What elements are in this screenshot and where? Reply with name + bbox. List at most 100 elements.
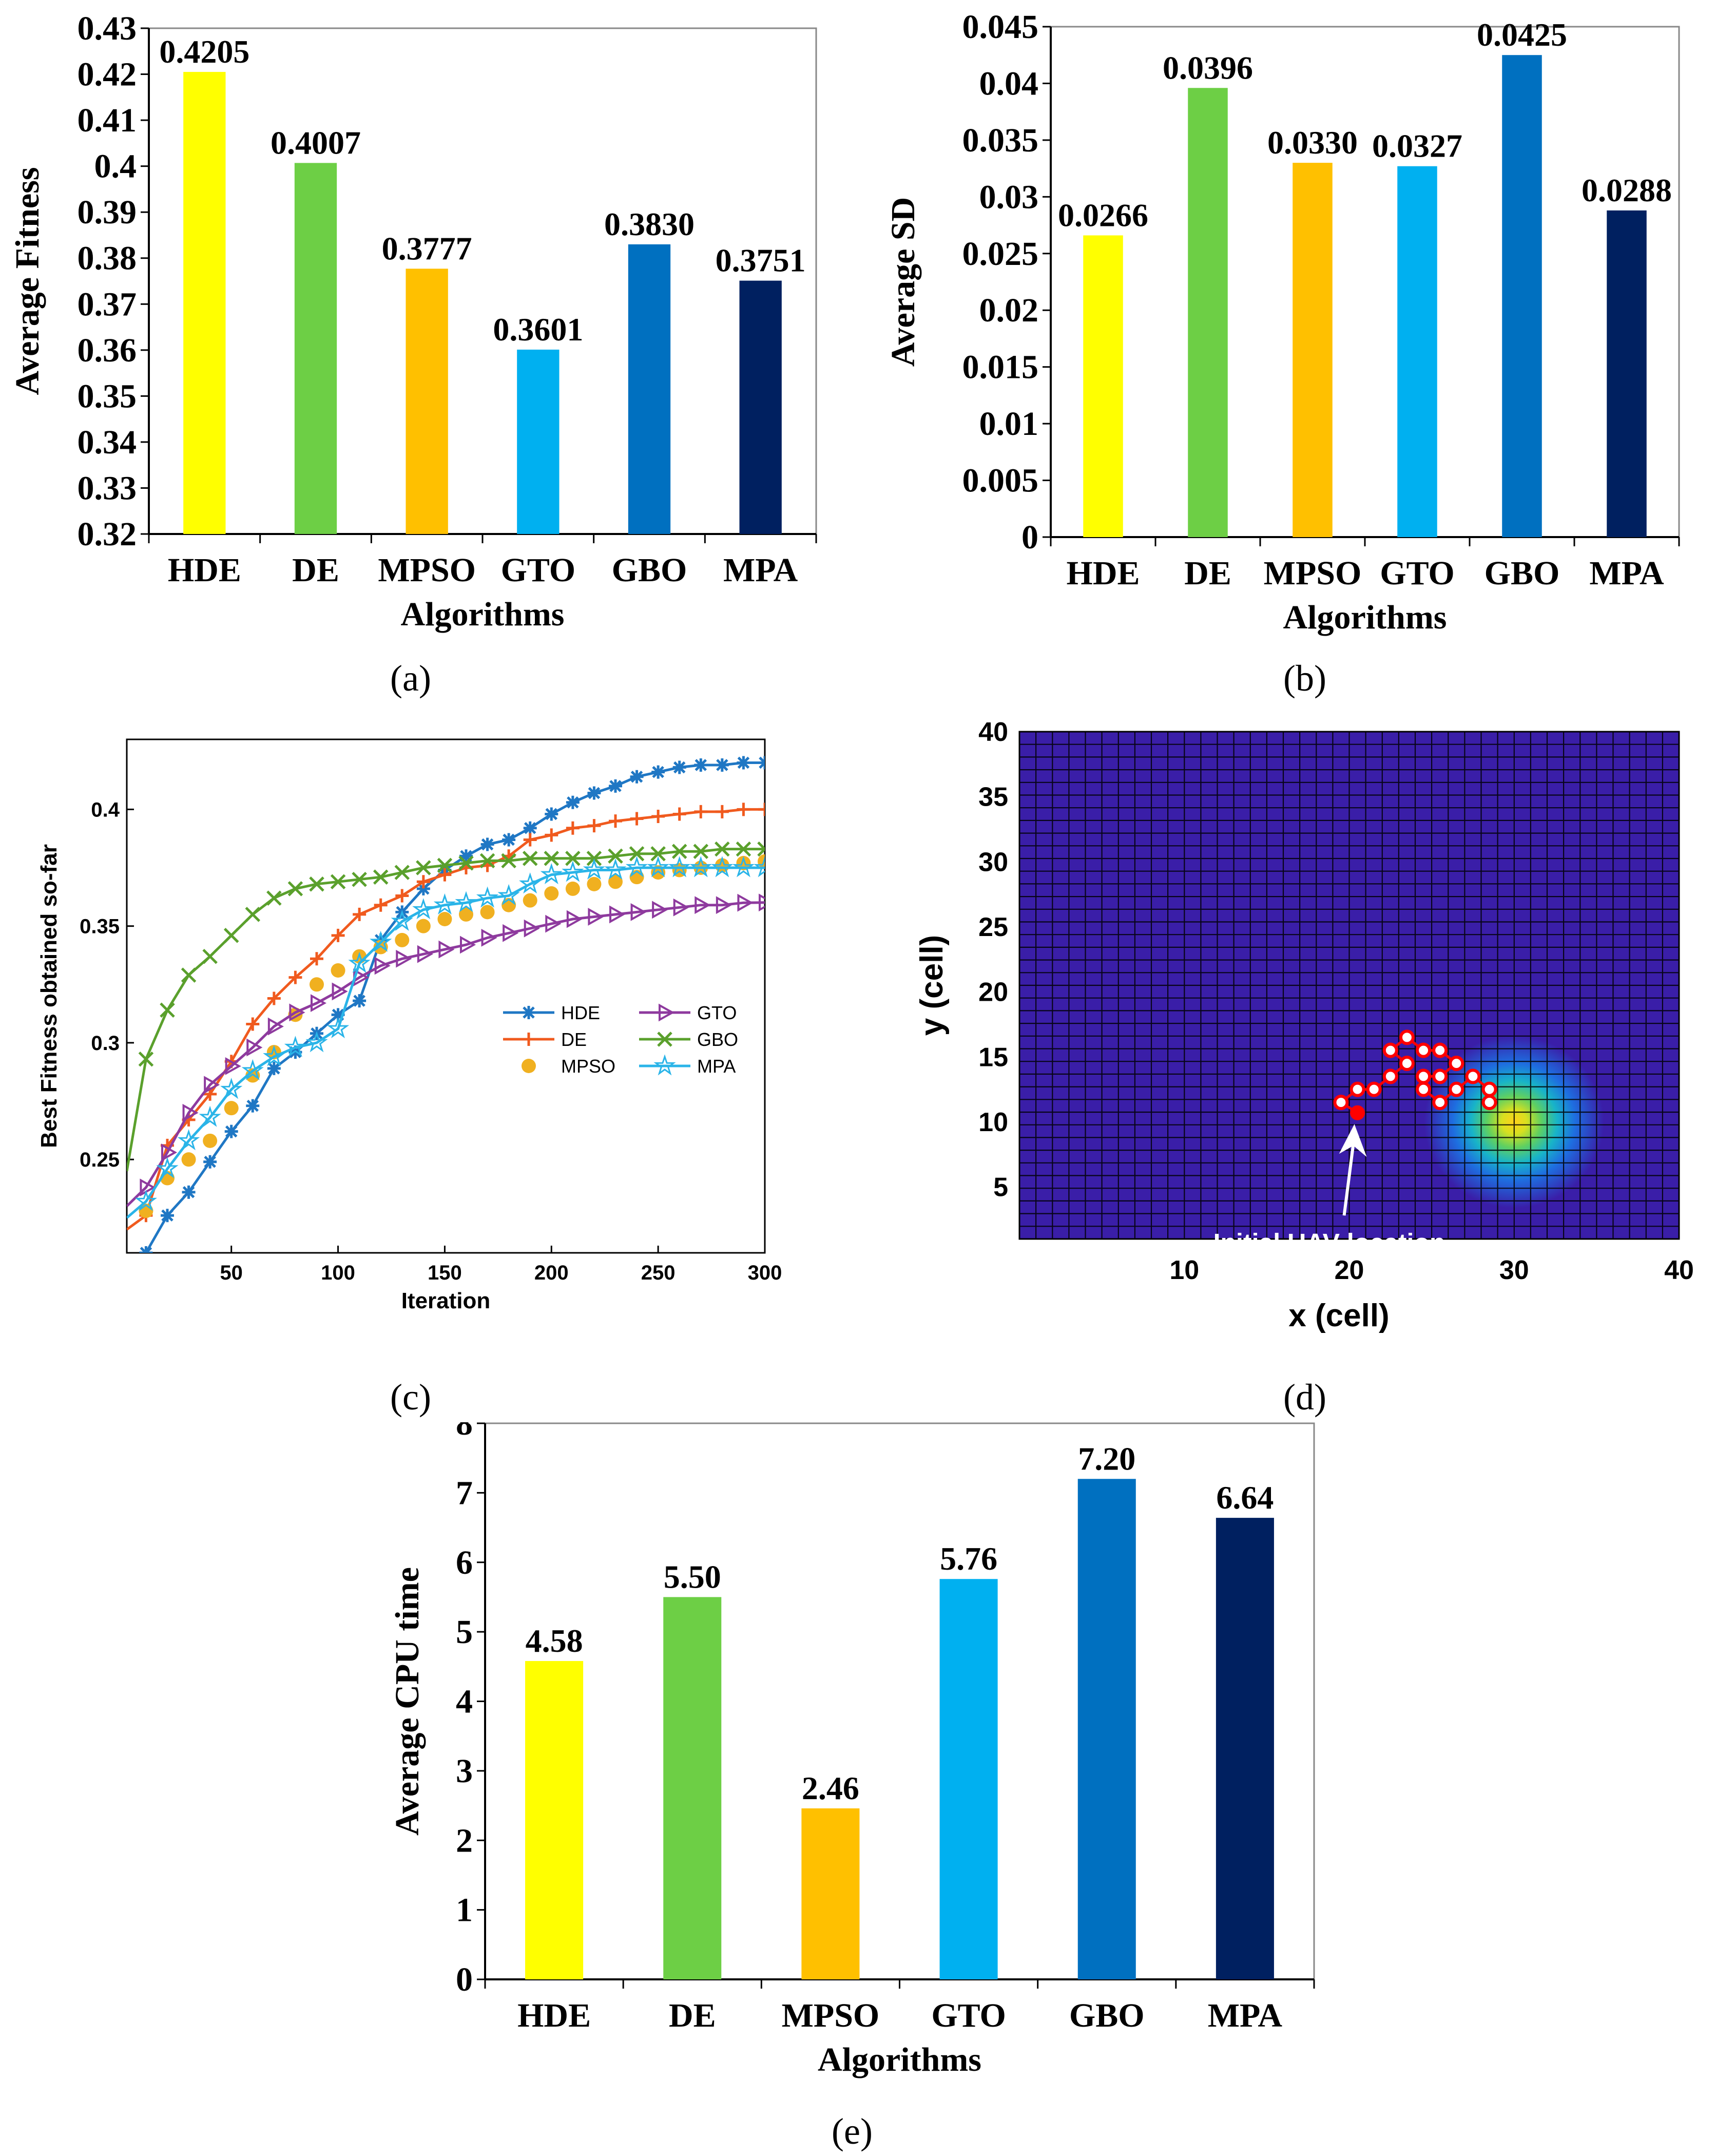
series-marker-gbo — [544, 851, 560, 866]
x-axis-title: Algorithms — [401, 596, 565, 633]
bar-value-label: 5.76 — [940, 1540, 997, 1577]
y-tick-label: 0.4 — [94, 148, 137, 185]
series-marker-mpa — [625, 856, 648, 877]
x-tick-label: 50 — [220, 1262, 243, 1284]
y-tick-label: 0.3 — [91, 1032, 120, 1055]
series-marker-hde — [331, 1008, 345, 1022]
y-tick-label: 0 — [1021, 519, 1038, 556]
x-tick-label: 40 — [1664, 1255, 1694, 1285]
series-marker-mpa — [177, 1129, 200, 1151]
average-sd-chart: 0 0.005 0.01 0.015 0.02 0.025 0.03 0.035 0.04 0.0… — [884, 8, 1680, 699]
series-marker-de — [651, 810, 665, 823]
y-tick-label: 3 — [456, 1752, 473, 1790]
uav-waypoint — [1349, 1081, 1365, 1097]
x-tick-label: MPA — [1208, 1997, 1283, 2034]
legend-marker-mpso — [522, 1059, 536, 1073]
legend-label-mpso: MPSO — [561, 1056, 615, 1077]
y-axis-title: Best Fitness obtained so-far — [36, 844, 62, 1148]
series-marker-gbo — [223, 928, 239, 943]
annotation-arrow-shaft — [1342, 1143, 1355, 1216]
x-tick-label: 200 — [534, 1262, 569, 1284]
series-marker-mpa — [220, 1078, 243, 1099]
series-marker-hde — [267, 1061, 281, 1075]
series-marker-mpso — [416, 919, 431, 933]
series-line-mpa — [127, 866, 765, 1219]
y-tick-label: 0.005 — [962, 462, 1039, 500]
bar-gbo — [1077, 1479, 1136, 1979]
legend-marker-gto — [659, 1003, 675, 1022]
x-tick-label: MPSO — [378, 551, 476, 589]
series-marker-mpa — [156, 1157, 179, 1178]
y-tick-label: 0.33 — [78, 469, 137, 507]
legend-label-hde: HDE — [561, 1002, 600, 1023]
panel-b: 0 0.005 0.01 0.015 0.02 0.025 0.03 0.035 0.04 0.0… — [858, 0, 1716, 699]
series-marker-de — [587, 819, 601, 833]
uav-waypoint — [1416, 1081, 1432, 1097]
bar-de — [663, 1597, 722, 1979]
series-marker-de — [438, 868, 452, 882]
series-marker-gto — [566, 910, 583, 928]
bar-value-label: 0.3830 — [604, 206, 695, 242]
bar-value-label: 0.0396 — [1163, 49, 1253, 86]
series-marker-gbo — [330, 874, 346, 890]
y-tick-label: 5 — [456, 1613, 473, 1651]
y-tick-label: 7 — [456, 1474, 473, 1512]
y-tick-label: 0.35 — [78, 377, 137, 415]
bar-gbo — [1502, 55, 1542, 537]
bar-hde — [525, 1661, 584, 1979]
x-tick-label: DE — [669, 1997, 716, 2034]
series-marker-gto — [609, 905, 626, 924]
series-marker-hde — [203, 1155, 217, 1169]
y-tick-label: 0.045 — [962, 8, 1039, 46]
y-tick-label: 4 — [456, 1683, 473, 1721]
series-marker-gbo — [757, 841, 765, 857]
series-marker-gbo — [181, 967, 197, 983]
figure-caption: (a) — [390, 658, 431, 698]
x-tick-label: HDE — [517, 1997, 591, 2034]
uav-waypoint — [1449, 1081, 1464, 1097]
series-marker-mpa — [519, 872, 542, 894]
series-marker-gto — [225, 1057, 241, 1075]
series-marker-hde — [288, 1045, 302, 1059]
series-marker-de — [694, 805, 708, 818]
uav-waypoint — [1432, 1042, 1448, 1058]
x-tick-label: 250 — [641, 1262, 676, 1284]
series-marker-gto — [588, 908, 604, 926]
series-marker-gbo — [565, 851, 581, 866]
y-tick-label: 0.39 — [78, 194, 137, 231]
series-marker-mpa — [455, 891, 477, 912]
series-marker-mpa — [668, 856, 691, 877]
y-tick-label: 0.025 — [962, 235, 1039, 273]
x-tick-label: HDE — [1066, 555, 1140, 592]
series-marker-gto — [161, 1143, 178, 1161]
x-tick-label: 100 — [321, 1262, 355, 1284]
y-tick-label: 15 — [978, 1042, 1008, 1072]
y-axis-title: Average Fitness — [9, 167, 46, 395]
legend-label-de: DE — [561, 1029, 587, 1050]
panel-d: 10 20 30 40 5 10 15 20 25 30 35 40 x (cell) y (cell) I… — [858, 698, 1716, 1422]
series-marker-gto — [759, 893, 765, 912]
series-marker-hde — [694, 758, 708, 772]
series-marker-de — [267, 991, 281, 1005]
legend: HDE GTO DE GBO MPSO MPA — [503, 1002, 738, 1077]
series-marker-mpa — [348, 951, 371, 973]
y-axis-title: Average CPU time — [389, 1567, 426, 1836]
series-marker-de — [374, 898, 388, 912]
series-marker-gto — [695, 896, 711, 914]
series-marker-gto — [289, 1003, 305, 1022]
bar-value-label: 0.3751 — [716, 242, 806, 279]
series-marker-mpso — [523, 893, 537, 908]
y-tick-label: 0.01 — [979, 405, 1039, 443]
series-marker-gbo — [650, 846, 666, 862]
plot-frame — [1018, 731, 1680, 1240]
series-marker-gto — [481, 928, 497, 947]
series-line-gto — [127, 901, 765, 1207]
x-tick-label: HDE — [168, 551, 241, 589]
series-marker-de — [331, 928, 345, 942]
series-marker-de — [246, 1017, 260, 1031]
series-marker-gbo — [715, 841, 730, 857]
panel-e: 0 1 2 3 4 5 6 7 8 4.58 HDE 5.50 DE 2.46 MPSO 5.76 GTO 7.2… — [0, 1405, 1716, 2153]
series-marker-gto — [182, 1103, 199, 1122]
figure-caption: (d) — [1283, 1377, 1326, 1418]
series-marker-gbo — [629, 846, 645, 862]
